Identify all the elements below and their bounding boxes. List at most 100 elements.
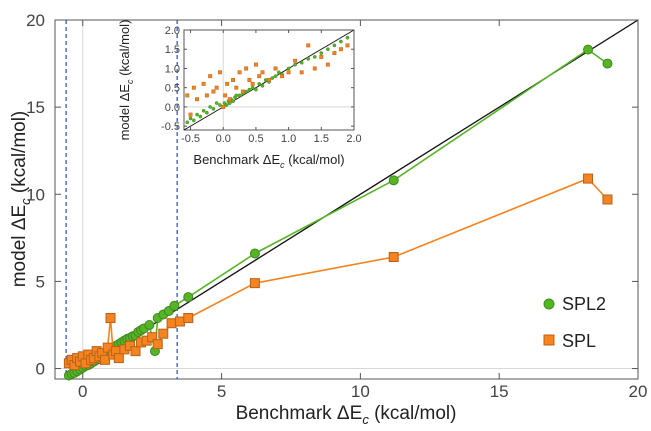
x-axis-label-unit: (kcal/mol) (369, 403, 457, 424)
x-axis-label-main: Benchmark ΔE (236, 403, 363, 424)
inset-point-spl (332, 51, 337, 56)
point-spl (174, 316, 185, 327)
inset-point-spl (250, 81, 255, 86)
inset-point-spl (218, 70, 222, 75)
inset-point-spl (260, 70, 265, 75)
inset-point-spl (280, 74, 285, 79)
y-tick-label: 10 (26, 185, 45, 204)
inset-point-spl (188, 112, 193, 117)
inset-point-spl2 (201, 108, 206, 113)
point-spl2 (144, 319, 155, 330)
x-tick-label: 10 (351, 382, 370, 401)
legend-label-spl: SPL (562, 331, 596, 351)
y-tick-label: 15 (26, 98, 45, 117)
inset-point-spl (325, 62, 330, 67)
point-spl2 (169, 300, 180, 311)
inset-y-tick-label: 2.0 (165, 25, 180, 37)
inset-point-spl2 (325, 47, 330, 52)
point-spl (124, 340, 135, 351)
inset-point-spl (234, 85, 239, 90)
inset-point-spl (221, 104, 226, 109)
inset-point-spl (319, 54, 324, 59)
main-series-layer (63, 44, 613, 381)
y-tick-label: 5 (36, 272, 45, 291)
point-spl2 (249, 248, 260, 259)
inset-point-spl2 (195, 112, 199, 117)
inset-point-spl2 (237, 93, 242, 98)
inset-point-spl2 (299, 60, 304, 65)
inset-point-spl (338, 47, 343, 52)
point-spl2 (183, 292, 194, 303)
inset-point-spl (191, 85, 196, 90)
inset-y-tick-label: 1.5 (165, 44, 180, 56)
point-spl (388, 252, 399, 263)
inset-point-spl2 (293, 62, 298, 67)
point-spl (158, 328, 169, 339)
inset-axis-ticks: -0.5 0.0 0.5 1.0 1.5 2.0 -0.5 0.0 0.5 1.0 1.5 2.0 (161, 25, 362, 145)
inset-point-spl2 (227, 101, 232, 105)
main-plot-frame (54, 19, 639, 380)
point-spl (99, 354, 110, 365)
inset-point-spl (299, 70, 304, 75)
inset-point-spl (208, 74, 213, 79)
inset-y-axis-label: model ΔEc (kcal/mol) (117, 20, 135, 141)
inset-x-axis-label-unit: (kcal/mol) (285, 152, 345, 167)
inset-point-spl2 (208, 105, 213, 109)
inset-point-spl2 (257, 81, 262, 86)
inset-point-spl (223, 93, 228, 98)
point-spl (249, 278, 260, 289)
inset-point-spl2 (276, 70, 281, 75)
point-spl (152, 339, 163, 350)
inset-point-spl (204, 93, 209, 98)
inset-point-spl2 (214, 101, 219, 105)
inset-point-spl2 (185, 120, 190, 125)
inset-point-spl (286, 70, 291, 75)
point-spl (130, 346, 141, 357)
inset-point-spl (312, 66, 317, 71)
inset-point-spl (214, 85, 219, 90)
inset-x-tick-label: 2.0 (346, 133, 361, 145)
inset-point-spl (227, 97, 232, 102)
x-axis-label: Benchmark ΔEc (kcal/mol) (236, 403, 457, 427)
inset-point-spl (257, 74, 262, 79)
inset-point-spl2 (247, 87, 252, 92)
legend: SPL2 SPL (543, 294, 606, 351)
inset-x-axis-label: Benchmark ΔEc (kcal/mol) (193, 152, 344, 170)
inset-point-spl2 (244, 89, 248, 94)
inset-y-axis-label-sub: c (125, 79, 135, 84)
inset-point-spl (231, 78, 235, 82)
inset-point-spl (185, 93, 190, 98)
point-spl (602, 194, 613, 205)
inset-point-spl (201, 81, 206, 86)
inset-point-spl (237, 70, 242, 75)
inset-point-spl (240, 89, 245, 94)
inset-point-spl2 (224, 103, 229, 107)
inset-point-spl2 (319, 51, 324, 55)
inset-point-spl2 (188, 116, 193, 121)
inset-point-spl (247, 78, 252, 82)
inset-point-spl2 (270, 76, 275, 80)
y-tick-label: 20 (26, 11, 45, 30)
point-spl2 (583, 44, 594, 55)
inset-point-spl (273, 66, 278, 71)
inset-point-spl (195, 97, 200, 102)
inset-point-spl2 (231, 99, 235, 104)
main-axis-ticks: 0 5 10 15 20 0 5 10 15 20 (26, 11, 647, 401)
inset-point-spl (306, 43, 311, 48)
inset-point-spl2 (286, 66, 291, 71)
inset-point-spl2 (263, 78, 268, 82)
inset-point-spl2 (345, 35, 350, 40)
inset-x-tick-label: 1.5 (314, 133, 329, 145)
inset-x-tick-label: 0.0 (216, 133, 231, 145)
inset-point-spl (225, 81, 230, 86)
point-spl (166, 318, 177, 329)
inset-point-spl2 (205, 110, 209, 115)
inset-x-tick-label: -0.5 (181, 133, 200, 145)
y-axis-label: model ΔEc (kcal/mol) (9, 111, 33, 288)
inset-point-spl2 (198, 114, 203, 119)
point-spl (147, 332, 158, 343)
inset-point-spl (267, 78, 271, 82)
legend-label-spl2: SPL2 (562, 294, 606, 314)
inset-point-spl2 (332, 43, 337, 48)
